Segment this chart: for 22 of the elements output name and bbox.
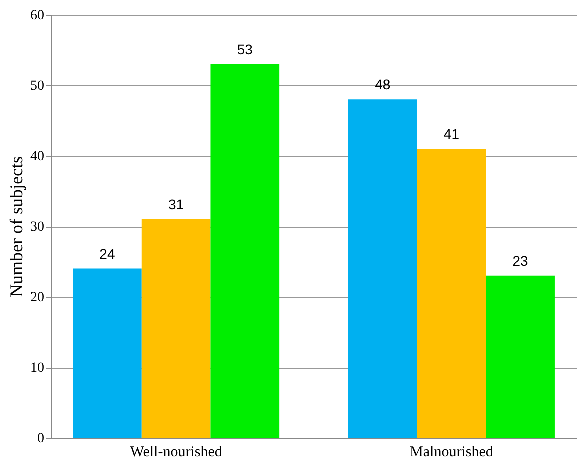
bar <box>210 64 280 438</box>
y-tick-label: 50 <box>30 79 44 94</box>
x-tick-label: Well-nourished <box>130 444 223 460</box>
y-tick-label: 30 <box>30 220 44 235</box>
y-tick-label: 60 <box>30 8 44 24</box>
data-label: 48 <box>375 76 391 93</box>
data-label: 41 <box>444 126 460 142</box>
x-tick-label: Malnourished <box>410 444 494 460</box>
bar <box>417 148 486 438</box>
y-axis-title: Number of subjects <box>6 156 26 298</box>
y-tick-label: 0 <box>38 432 44 446</box>
data-label: 53 <box>237 41 254 58</box>
bar <box>142 219 211 438</box>
data-label: 31 <box>168 196 184 212</box>
bar <box>348 100 418 438</box>
data-label: 24 <box>100 246 116 262</box>
data-label: 23 <box>512 252 529 269</box>
bar <box>73 268 142 438</box>
y-tick-label: 40 <box>30 150 44 164</box>
bar <box>486 276 555 438</box>
y-tick-label: 20 <box>30 290 44 306</box>
y-tick-label: 10 <box>30 361 44 376</box>
